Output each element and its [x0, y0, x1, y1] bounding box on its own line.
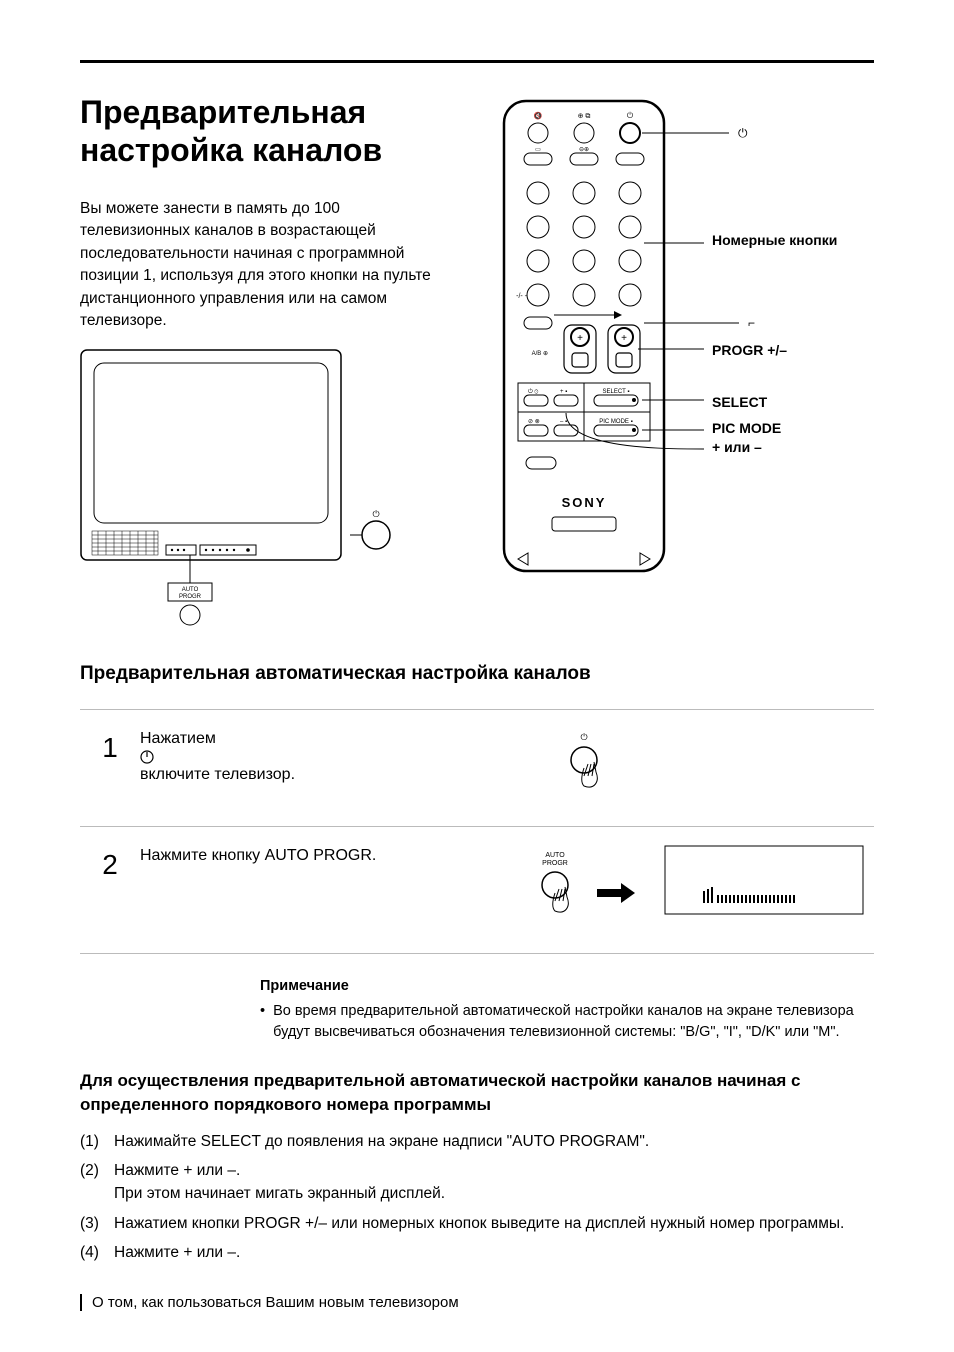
svg-text:+: +	[577, 333, 583, 344]
svg-text:PIC MODE ▪: PIC MODE ▪	[599, 419, 632, 425]
callout-picmode: PIC MODE + или –	[712, 419, 781, 457]
svg-text:AUTO: AUTO	[182, 587, 199, 593]
svg-text:– ▪: – ▪	[560, 419, 567, 425]
svg-text:A/B ⊕: A/B ⊕	[532, 351, 548, 357]
svg-text:SONY: SONY	[562, 495, 607, 510]
note-block: Примечание • Во время предварительной ав…	[260, 976, 874, 1043]
svg-text:SELECT ▪: SELECT ▪	[602, 389, 629, 395]
ord-text: Нажимайте SELECT до появления на экране …	[114, 1130, 649, 1153]
title-line1: Предварительная	[80, 94, 366, 130]
svg-text:⊘ ⊗: ⊘ ⊗	[528, 419, 540, 425]
ord-item-1: (1) Нажимайте SELECT до появления на экр…	[80, 1130, 874, 1153]
callout-number-keys: Номерные кнопки	[712, 231, 852, 250]
callout-select: SELECT	[712, 393, 767, 412]
intro-text: Вы можете занести в память до 100 телеви…	[80, 198, 454, 333]
svg-text:⊖⊕: ⊖⊕	[579, 147, 589, 153]
footer-label: О том, как пользоваться Вашим новым теле…	[80, 1294, 874, 1311]
page-title: Предварительная настройка каналов	[80, 93, 454, 170]
remote-illustration: 🔇 ⊕ ⧉ ⏻ ▭ ⊖⊕ -/- -	[494, 93, 874, 593]
ord-num: (2)	[80, 1159, 114, 1206]
note-bullet: • Во время предварительной автоматическо…	[260, 1001, 874, 1043]
ord-item-3: (3) Нажатием кнопки PROGR +/– или номерн…	[80, 1212, 874, 1235]
svg-text:PROGR: PROGR	[542, 860, 568, 867]
svg-text:⏻: ⏻	[372, 509, 379, 519]
title-line2: настройка каналов	[80, 132, 382, 168]
ord-text: Нажмите + или –. При этом начинает мигат…	[114, 1159, 445, 1206]
sub-section-title: Для осуществления предварительной автома…	[80, 1069, 874, 1118]
svg-text:⏻: ⏻	[580, 732, 587, 742]
step-fig-2: AUTO PROGR	[514, 845, 654, 935]
callout-progr: PROGR +/–	[712, 341, 787, 360]
top-rule	[80, 60, 874, 63]
ord-text: Нажмите + или –.	[114, 1241, 240, 1264]
step-text-1: Нажатием включите телевизор.	[140, 728, 514, 787]
svg-text:⏻ ⊙: ⏻ ⊙	[528, 388, 538, 395]
bullet-icon: •	[260, 1001, 265, 1043]
step-row-2: 2 Нажмите кнопку AUTO PROGR. AUTO PROGR	[80, 827, 874, 954]
section-auto-title: Предварительная автоматическая настройка…	[80, 663, 874, 685]
step-text-2: Нажмите кнопку AUTO PROGR.	[140, 845, 514, 867]
ordered-list: (1) Нажимайте SELECT до появления на экр…	[80, 1130, 874, 1264]
svg-text:+ ▪: + ▪	[560, 389, 567, 395]
svg-text:▭: ▭	[535, 147, 541, 153]
svg-text:PROGR: PROGR	[179, 594, 202, 600]
svg-text:+: +	[621, 333, 627, 344]
ord-num: (4)	[80, 1241, 114, 1264]
note-title: Примечание	[260, 976, 874, 997]
ord-num: (3)	[80, 1212, 114, 1235]
hero-right: 🔇 ⊕ ⧉ ⏻ ▭ ⊖⊕ -/- -	[494, 93, 874, 629]
ord-text: Нажатием кнопки PROGR +/– или номерных к…	[114, 1212, 844, 1235]
hero-row: Предварительная настройка каналов Вы мож…	[80, 93, 874, 629]
svg-text:⊕ ⧉: ⊕ ⧉	[578, 113, 591, 120]
note-body: Во время предварительной автоматической …	[273, 1001, 874, 1043]
step-result-2	[654, 845, 874, 915]
step-number: 1	[80, 728, 140, 764]
step-row-1: 1 Нажатием включите телевизор. ⏻	[80, 710, 874, 827]
ord-num: (1)	[80, 1130, 114, 1153]
svg-text:⌐: ⌐	[748, 316, 755, 330]
ord-item-4: (4) Нажмите + или –.	[80, 1241, 874, 1264]
svg-text:-/- -: -/- -	[516, 293, 528, 300]
svg-text:🔇: 🔇	[534, 111, 543, 120]
steps-table: 1 Нажатием включите телевизор. ⏻ 2 Нажми…	[80, 709, 874, 954]
tv-illustration: AUTO PROGR ⏻	[80, 349, 400, 629]
ord-item-2: (2) Нажмите + или –. При этом начинает м…	[80, 1159, 874, 1206]
svg-text:⏻: ⏻	[627, 111, 634, 120]
step-number: 2	[80, 845, 140, 881]
power-icon	[140, 750, 154, 764]
svg-text:⏻: ⏻	[738, 126, 748, 140]
svg-text:AUTO: AUTO	[545, 852, 565, 859]
step-fig-1: ⏻	[514, 728, 654, 808]
hero-left: Предварительная настройка каналов Вы мож…	[80, 93, 454, 629]
